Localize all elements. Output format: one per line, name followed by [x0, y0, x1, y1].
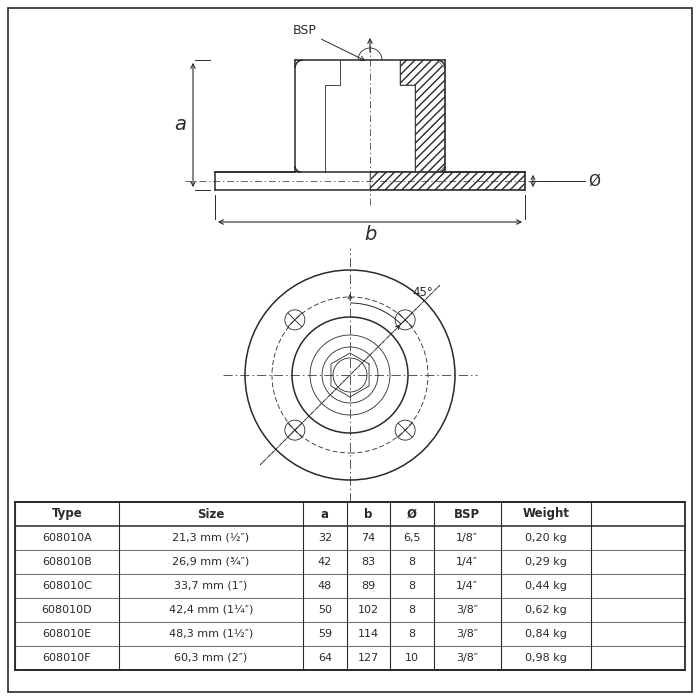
- Text: 42: 42: [318, 557, 332, 567]
- Text: 8: 8: [408, 557, 416, 567]
- Text: Size: Size: [197, 508, 225, 521]
- Text: 26,9 mm (¾″): 26,9 mm (¾″): [172, 557, 250, 567]
- Text: Ø: Ø: [588, 174, 600, 188]
- Text: 0,20 kg: 0,20 kg: [525, 533, 567, 543]
- Text: BSP: BSP: [293, 24, 317, 36]
- Text: 608010C: 608010C: [42, 581, 92, 591]
- Text: 10: 10: [405, 653, 419, 663]
- Text: 608010D: 608010D: [41, 605, 92, 615]
- Text: 48,3 mm (1½″): 48,3 mm (1½″): [169, 629, 253, 639]
- Text: 33,7 mm (1″): 33,7 mm (1″): [174, 581, 248, 591]
- Text: 3/8″: 3/8″: [456, 653, 478, 663]
- Text: b: b: [364, 225, 376, 244]
- Polygon shape: [370, 60, 445, 172]
- Text: 42,4 mm (1¼″): 42,4 mm (1¼″): [169, 605, 253, 615]
- Polygon shape: [370, 172, 525, 190]
- Text: BSP: BSP: [454, 508, 480, 521]
- Text: 1/4″: 1/4″: [456, 557, 478, 567]
- Text: b: b: [364, 508, 372, 521]
- Text: 32: 32: [318, 533, 332, 543]
- Text: 74: 74: [361, 533, 376, 543]
- Text: 0,84 kg: 0,84 kg: [525, 629, 567, 639]
- Text: 59: 59: [318, 629, 332, 639]
- Text: 45°: 45°: [412, 286, 433, 300]
- Text: 83: 83: [361, 557, 375, 567]
- Text: Ø: Ø: [407, 508, 417, 521]
- Text: 127: 127: [358, 653, 379, 663]
- Text: a: a: [321, 508, 329, 521]
- Text: 1/4″: 1/4″: [456, 581, 478, 591]
- Text: Weight: Weight: [522, 508, 570, 521]
- Text: 89: 89: [361, 581, 376, 591]
- Text: 608010E: 608010E: [43, 629, 92, 639]
- Text: 60,3 mm (2″): 60,3 mm (2″): [174, 653, 248, 663]
- Text: 48: 48: [318, 581, 332, 591]
- Text: 3/8″: 3/8″: [456, 605, 478, 615]
- Text: 0,62 kg: 0,62 kg: [525, 605, 567, 615]
- Text: 3/8″: 3/8″: [456, 629, 478, 639]
- Text: 0,29 kg: 0,29 kg: [525, 557, 567, 567]
- Text: 8: 8: [408, 581, 416, 591]
- Bar: [15, 502, 685, 670]
- Text: Type: Type: [52, 508, 83, 521]
- Text: 64: 64: [318, 653, 332, 663]
- Text: 8: 8: [408, 629, 416, 639]
- Text: 0,44 kg: 0,44 kg: [525, 581, 567, 591]
- Text: 6,5: 6,5: [403, 533, 421, 543]
- Text: 114: 114: [358, 629, 379, 639]
- Text: 0,98 kg: 0,98 kg: [525, 653, 567, 663]
- Text: 8: 8: [408, 605, 416, 615]
- Text: 608010F: 608010F: [43, 653, 91, 663]
- Text: 102: 102: [358, 605, 379, 615]
- Text: 1/8″: 1/8″: [456, 533, 478, 543]
- Text: 50: 50: [318, 605, 332, 615]
- Text: 608010B: 608010B: [42, 557, 92, 567]
- Text: 608010A: 608010A: [42, 533, 92, 543]
- Text: 21,3 mm (½″): 21,3 mm (½″): [172, 533, 249, 543]
- Text: a: a: [174, 116, 186, 134]
